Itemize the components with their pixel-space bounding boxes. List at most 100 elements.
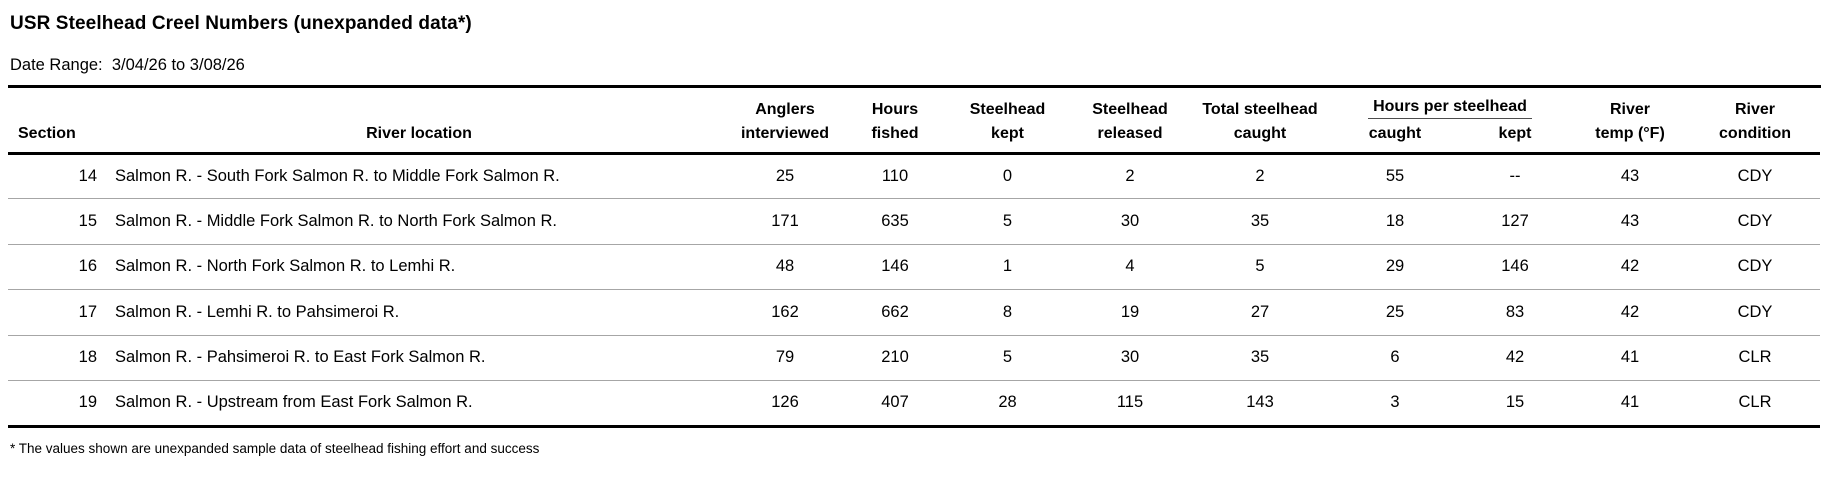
cell-river-temp: 42 <box>1570 289 1691 336</box>
cell-hours-per-steelhead-caught: 25 <box>1330 289 1460 336</box>
cell-river-temp: 42 <box>1570 244 1691 290</box>
cell-steelhead-released: 19 <box>1070 289 1190 336</box>
column-header-hours-line2: fished <box>845 119 945 155</box>
cell-hours-fished: 635 <box>845 198 945 245</box>
column-header-hours-per-steelhead-caught: caught <box>1330 119 1460 155</box>
cell-steelhead-kept: 8 <box>945 289 1070 336</box>
cell-river-condition: CLR <box>1690 335 1821 381</box>
column-header-river-condition-line2: condition <box>1690 119 1821 155</box>
cell-hours-per-steelhead-caught: 55 <box>1330 153 1460 199</box>
cell-total-steelhead-caught: 2 <box>1190 153 1330 199</box>
column-header-steelhead-released-line2: released <box>1070 119 1190 155</box>
cell-river-temp: 41 <box>1570 380 1691 428</box>
column-header-river-location: River location <box>113 119 725 155</box>
cell-section: 17 <box>8 289 113 336</box>
cell-anglers-interviewed: 126 <box>725 380 845 428</box>
cell-river-location: Salmon R. - Lemhi R. to Pahsimeroi R. <box>113 289 725 336</box>
column-header-steelhead-kept-line1: Steelhead <box>969 100 1046 118</box>
cell-steelhead-released: 2 <box>1070 153 1190 199</box>
column-header-river-temp-line1: River <box>1610 100 1651 118</box>
cell-hours-per-steelhead-caught: 18 <box>1330 198 1460 245</box>
cell-section: 14 <box>8 153 113 199</box>
table-row: 14 Salmon R. - South Fork Salmon R. to Mi… <box>8 153 1821 199</box>
cell-steelhead-kept: 0 <box>945 153 1070 199</box>
table-body: 14 Salmon R. - South Fork Salmon R. to Mi… <box>8 153 1821 428</box>
table-row: 16 Salmon R. - North Fork Salmon R. to Le… <box>8 244 1821 290</box>
creel-report: USR Steelhead Creel Numbers (unexpanded … <box>0 13 1829 456</box>
cell-hours-per-steelhead-caught: 6 <box>1330 335 1460 381</box>
table-header-row-1: Anglers Hours Steelhead Steelhead Total … <box>8 88 1820 119</box>
cell-anglers-interviewed: 25 <box>725 153 845 199</box>
table-header: Anglers Hours Steelhead Steelhead Total … <box>8 88 1821 155</box>
cell-hours-fished: 146 <box>845 244 945 290</box>
date-range-value: 3/04/26 to 3/08/26 <box>111 56 245 74</box>
page-title: USR Steelhead Creel Numbers (unexpanded … <box>10 13 472 34</box>
cell-total-steelhead-caught: 143 <box>1190 380 1330 428</box>
cell-hours-per-steelhead-caught: 3 <box>1330 380 1460 428</box>
column-header-section-spacer <box>8 88 113 119</box>
cell-river-temp: 43 <box>1570 153 1691 199</box>
cell-steelhead-kept: 28 <box>945 380 1070 428</box>
column-header-total-caught-line2: caught <box>1190 119 1330 155</box>
column-header-steelhead-kept-line2: kept <box>945 119 1070 155</box>
cell-total-steelhead-caught: 5 <box>1190 244 1330 290</box>
date-range: Date Range: 3/04/26 to 3/08/26 <box>0 56 1829 75</box>
cell-total-steelhead-caught: 35 <box>1190 198 1330 245</box>
cell-river-location: Salmon R. - Pahsimeroi R. to East Fork S… <box>113 335 725 381</box>
column-header-steelhead-released-line1: Steelhead <box>1092 100 1168 118</box>
cell-hours-per-steelhead-kept: 146 <box>1460 244 1571 290</box>
cell-river-condition: CDY <box>1690 289 1821 336</box>
table-row: 15 Salmon R. - Middle Fork Salmon R. to N… <box>8 198 1821 245</box>
cell-section: 19 <box>8 380 113 428</box>
table-header-row-2: Section River location interviewed fishe… <box>8 119 1821 155</box>
hours-per-steelhead-group-label: Hours per steelhead <box>1368 98 1532 119</box>
cell-river-location: Salmon R. - South Fork Salmon R. to Midd… <box>113 153 725 199</box>
cell-hours-fished: 210 <box>845 335 945 381</box>
cell-river-temp: 43 <box>1570 198 1691 245</box>
cell-river-location: Salmon R. - Upstream from East Fork Salm… <box>113 380 725 428</box>
cell-hours-per-steelhead-kept: -- <box>1460 153 1571 199</box>
cell-steelhead-released: 4 <box>1070 244 1190 290</box>
cell-anglers-interviewed: 162 <box>725 289 845 336</box>
cell-hours-per-steelhead-kept: 15 <box>1460 380 1571 428</box>
table-row: 19 Salmon R. - Upstream from East Fork Sa… <box>8 380 1821 428</box>
cell-river-location: Salmon R. - Middle Fork Salmon R. to Nor… <box>113 198 725 245</box>
column-header-hours-line1: Hours <box>871 100 919 118</box>
cell-hours-fished: 662 <box>845 289 945 336</box>
cell-steelhead-released: 115 <box>1070 380 1190 428</box>
column-header-river-location-spacer <box>113 88 725 119</box>
cell-river-condition: CLR <box>1690 380 1821 428</box>
column-group-header-hours-per-steelhead: Hours per steelhead <box>1330 88 1570 119</box>
cell-anglers-interviewed: 48 <box>725 244 845 290</box>
cell-steelhead-kept: 5 <box>945 335 1070 381</box>
cell-hours-per-steelhead-kept: 83 <box>1460 289 1571 336</box>
date-range-label: Date Range: <box>10 56 103 74</box>
cell-total-steelhead-caught: 35 <box>1190 335 1330 381</box>
cell-hours-fished: 407 <box>845 380 945 428</box>
cell-river-condition: CDY <box>1690 198 1821 245</box>
cell-anglers-interviewed: 79 <box>725 335 845 381</box>
cell-river-location: Salmon R. - North Fork Salmon R. to Lemh… <box>113 244 725 290</box>
column-header-total-caught-line1: Total steelhead <box>1202 100 1318 118</box>
cell-steelhead-released: 30 <box>1070 335 1190 381</box>
column-header-section: Section <box>8 119 113 155</box>
cell-total-steelhead-caught: 27 <box>1190 289 1330 336</box>
cell-steelhead-released: 30 <box>1070 198 1190 245</box>
date-range-separator <box>103 56 112 74</box>
column-header-river-temp-line2: temp (°F) <box>1570 119 1691 155</box>
cell-steelhead-kept: 1 <box>945 244 1070 290</box>
cell-steelhead-kept: 5 <box>945 198 1070 245</box>
header-divider-rule <box>8 85 1821 88</box>
creel-table: Anglers Hours Steelhead Steelhead Total … <box>8 88 1821 428</box>
cell-river-condition: CDY <box>1690 244 1821 290</box>
cell-section: 18 <box>8 335 113 381</box>
cell-hours-per-steelhead-kept: 42 <box>1460 335 1571 381</box>
column-header-hours-per-steelhead-kept: kept <box>1460 119 1571 155</box>
column-header-anglers-line1: Anglers <box>755 100 815 118</box>
cell-anglers-interviewed: 171 <box>725 198 845 245</box>
cell-river-condition: CDY <box>1690 153 1821 199</box>
table-row: 18 Salmon R. - Pahsimeroi R. to East Fork… <box>8 335 1821 381</box>
column-header-river-condition-line1: River <box>1735 100 1776 118</box>
footnote: * The values shown are unexpanded sample… <box>10 440 540 456</box>
cell-section: 15 <box>8 198 113 245</box>
